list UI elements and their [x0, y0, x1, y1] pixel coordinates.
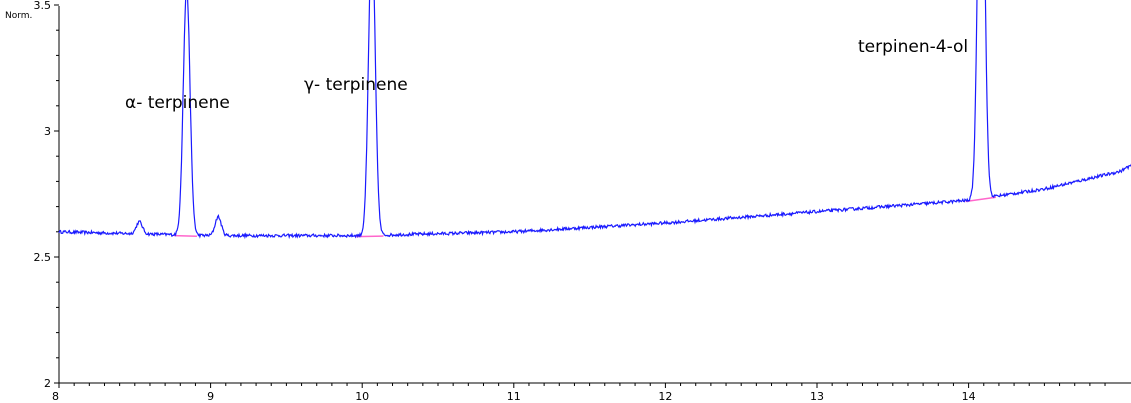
- x-tick-label: 14: [962, 390, 976, 403]
- y-tick-label: 3.5: [34, 0, 52, 12]
- compound-name-label: α- terpinene: [125, 93, 230, 113]
- x-tick-label: 10: [355, 390, 369, 403]
- x-tick-label: 13: [810, 390, 824, 403]
- x-tick-label: 8: [52, 390, 59, 403]
- peak-baseline-marker: [174, 234, 197, 237]
- y-axis-label: Norm.: [5, 11, 32, 21]
- compound-name-label: γ- terpinene: [304, 75, 408, 95]
- axes-layer: Norm. min: [5, 6, 1131, 384]
- peak-labels-layer: 8.842α- terpinene10.064γ- terpinene14.08…: [125, 37, 968, 113]
- baseline-markers-layer: [174, 196, 996, 238]
- chromatogram-trace: [58, 0, 1131, 240]
- x-tick-label: 12: [658, 390, 672, 403]
- x-tick-label: 9: [207, 390, 214, 403]
- compound-name-label: terpinen-4-ol: [858, 37, 968, 57]
- y-tick-label: 3: [44, 125, 51, 138]
- y-tick-label: 2.5: [34, 251, 52, 264]
- peak-baseline-marker: [356, 235, 384, 238]
- x-tick-label: 11: [507, 390, 521, 403]
- y-tick-label: 2: [44, 377, 51, 390]
- peak-baseline-marker: [965, 196, 996, 203]
